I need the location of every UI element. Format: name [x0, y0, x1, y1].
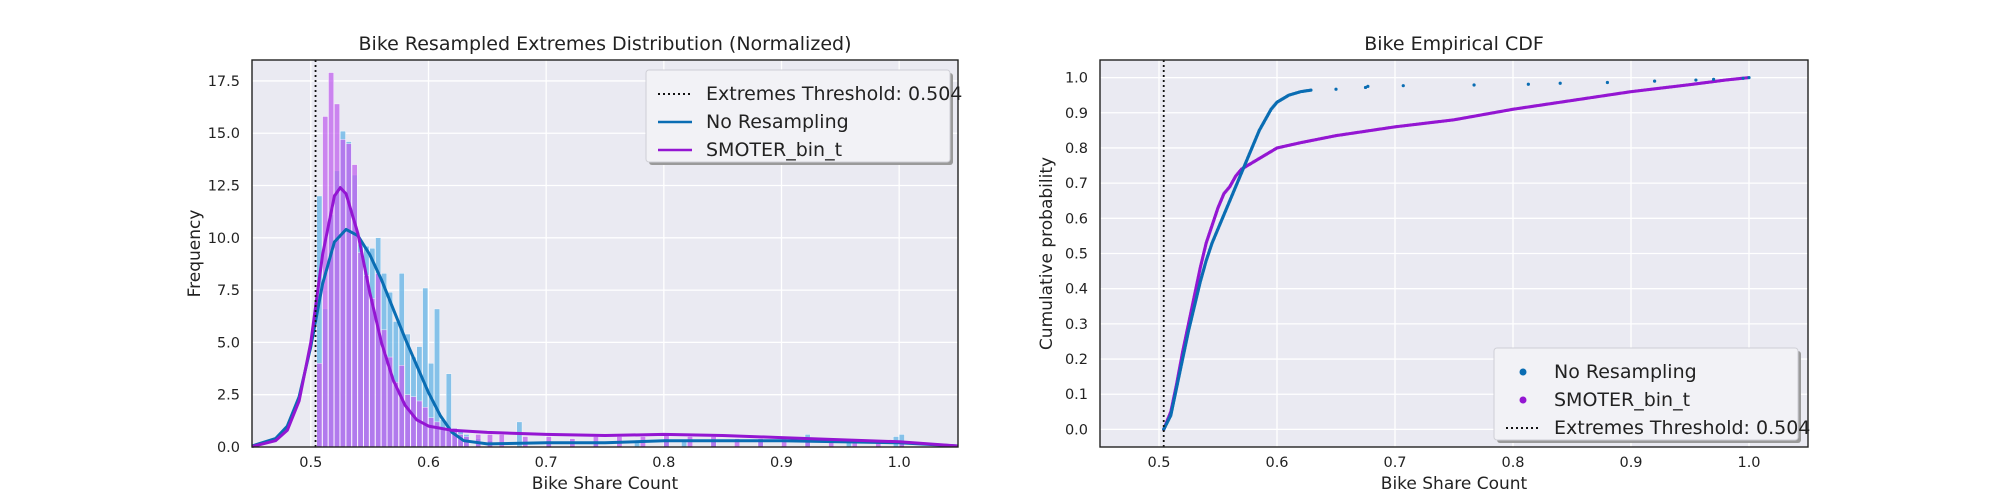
x-tick-label: 0.8	[1501, 455, 1524, 471]
y-tick-label: 2.5	[217, 388, 240, 404]
y-tick-label: 17.5	[208, 74, 240, 90]
y-tick-labels: 0.0 0.1 0.2 0.3 0.4 0.5 0.6 0.7 0.8 0.9 1.0	[1065, 71, 1088, 439]
x-tick-label: 1.0	[1737, 455, 1760, 471]
y-tick-label: 0.0	[1065, 422, 1088, 438]
legend: Extremes Threshold: 0.504 No Resampling SM…	[645, 69, 962, 165]
ecdf-points	[1162, 75, 1751, 432]
x-tick-label: 0.5	[1147, 455, 1170, 471]
legend-swatch-dot	[1519, 368, 1527, 376]
y-tick-label: 0.8	[1065, 141, 1088, 157]
y-tick-label: 15.0	[208, 126, 240, 142]
legend: No Resampling SMOTER_bin_t Extremes Thresh…	[1493, 347, 1810, 443]
x-tick-label: 0.7	[1383, 455, 1406, 471]
legend-box	[1493, 347, 1799, 441]
y-tick-label: 10.0	[208, 231, 240, 247]
ecdf-point	[1334, 87, 1338, 91]
legend-label: No Resampling	[706, 111, 849, 133]
ecdf-point	[1401, 84, 1405, 88]
y-tick-label: 0.3	[1065, 317, 1088, 333]
y-tick-label: 0.9	[1065, 106, 1088, 122]
histogram-bar	[363, 275, 370, 448]
histogram-bar	[340, 139, 346, 448]
x-tick-label: 0.9	[770, 455, 793, 471]
histogram-bar	[345, 143, 352, 448]
histogram-bar	[428, 417, 434, 448]
y-tick-label: 7.5	[217, 283, 240, 299]
y-tick-label: 0.2	[1065, 352, 1088, 368]
histogram-bar	[404, 394, 411, 448]
x-tick-label: 0.8	[652, 455, 675, 471]
y-tick-label: 0.6	[1065, 211, 1088, 227]
histogram-bar	[422, 407, 429, 448]
legend-label: Extremes Threshold: 0.504	[1554, 417, 1810, 439]
y-tick-labels: 0.0 2.5 5.0 7.5 10.0 12.5 15.0 17.5	[208, 74, 240, 456]
histogram-bar	[369, 298, 376, 448]
kde-line	[251, 186, 959, 449]
histogram-bar	[416, 400, 423, 448]
ecdf-point	[1366, 84, 1370, 88]
plot-frame	[251, 59, 959, 448]
ecdf-point	[1712, 77, 1716, 81]
x-tick-label: 1.0	[888, 455, 911, 471]
y-tick-label: 0.4	[1065, 282, 1088, 298]
y-tick-label: 1.0	[1065, 71, 1088, 87]
legend-label: No Resampling	[1554, 361, 1697, 383]
plot-frame	[1099, 59, 1809, 448]
x-tick-label: 0.7	[535, 455, 558, 471]
histogram-bar	[434, 421, 440, 448]
y-axis-label: Cumulative probability	[1037, 157, 1057, 350]
ecdf-point	[1605, 80, 1609, 85]
legend-label: Extremes Threshold: 0.504	[706, 83, 962, 105]
histogram-bar	[440, 427, 446, 448]
x-tick-labels: 0.5 0.6 0.7 0.8 0.9 1.0	[1147, 455, 1760, 471]
ecdf-point	[1309, 88, 1313, 92]
y-tick-label: 0.1	[1065, 387, 1088, 403]
ecdf-point	[1741, 76, 1745, 80]
legend-label: SMOTER_bin_t	[1554, 389, 1690, 411]
ecdf-point	[1526, 82, 1530, 86]
chart-ecdf: 0.5 0.6 0.7 0.8 0.9 1.0 0.0 0.1 0.2 0.3 0.4 0.5 0.6…	[1037, 33, 1810, 494]
y-tick-label: 5.0	[217, 335, 240, 351]
chart-title: Bike Empirical CDF	[1364, 33, 1544, 55]
y-axis-label: Frequency	[185, 210, 205, 298]
ecdf-point	[1472, 83, 1476, 87]
chart-histogram: 0.5 0.6 0.7 0.8 0.9 1.0 0.0 2.5 5.0 7.5 10.0 12.5 1…	[185, 33, 962, 494]
histogram-bar	[351, 164, 358, 448]
x-tick-labels: 0.5 0.6 0.7 0.8 0.9 1.0	[299, 455, 910, 471]
ecdf-point	[1558, 81, 1562, 85]
legend-swatch-dot	[1519, 396, 1527, 404]
histogram-bar	[410, 396, 417, 448]
legend-label: SMOTER_bin_t	[706, 139, 842, 161]
ecdf-point	[1694, 78, 1698, 82]
x-tick-label: 0.5	[299, 455, 322, 471]
ecdf-point	[1653, 79, 1657, 83]
histogram-bar	[398, 365, 405, 448]
histogram-bar	[357, 252, 364, 448]
y-tick-label: 12.5	[208, 179, 240, 195]
y-tick-label: 0.7	[1065, 176, 1088, 192]
y-tick-label: 0.0	[217, 440, 240, 456]
x-axis-label: Bike Share Count	[1381, 474, 1528, 494]
histogram-bar	[375, 273, 382, 448]
x-axis-label: Bike Share Count	[532, 474, 679, 494]
x-tick-label: 0.6	[1265, 455, 1288, 471]
ecdf-point	[1747, 75, 1751, 80]
y-tick-label: 0.5	[1065, 247, 1088, 263]
histogram-bar	[475, 434, 482, 448]
chart-title: Bike Resampled Extremes Distribution (No…	[359, 33, 852, 55]
x-tick-label: 0.6	[417, 455, 440, 471]
histogram-bar	[316, 363, 323, 448]
histogram-bar	[334, 103, 340, 448]
legend-box	[645, 69, 951, 163]
x-tick-label: 0.9	[1619, 455, 1642, 471]
